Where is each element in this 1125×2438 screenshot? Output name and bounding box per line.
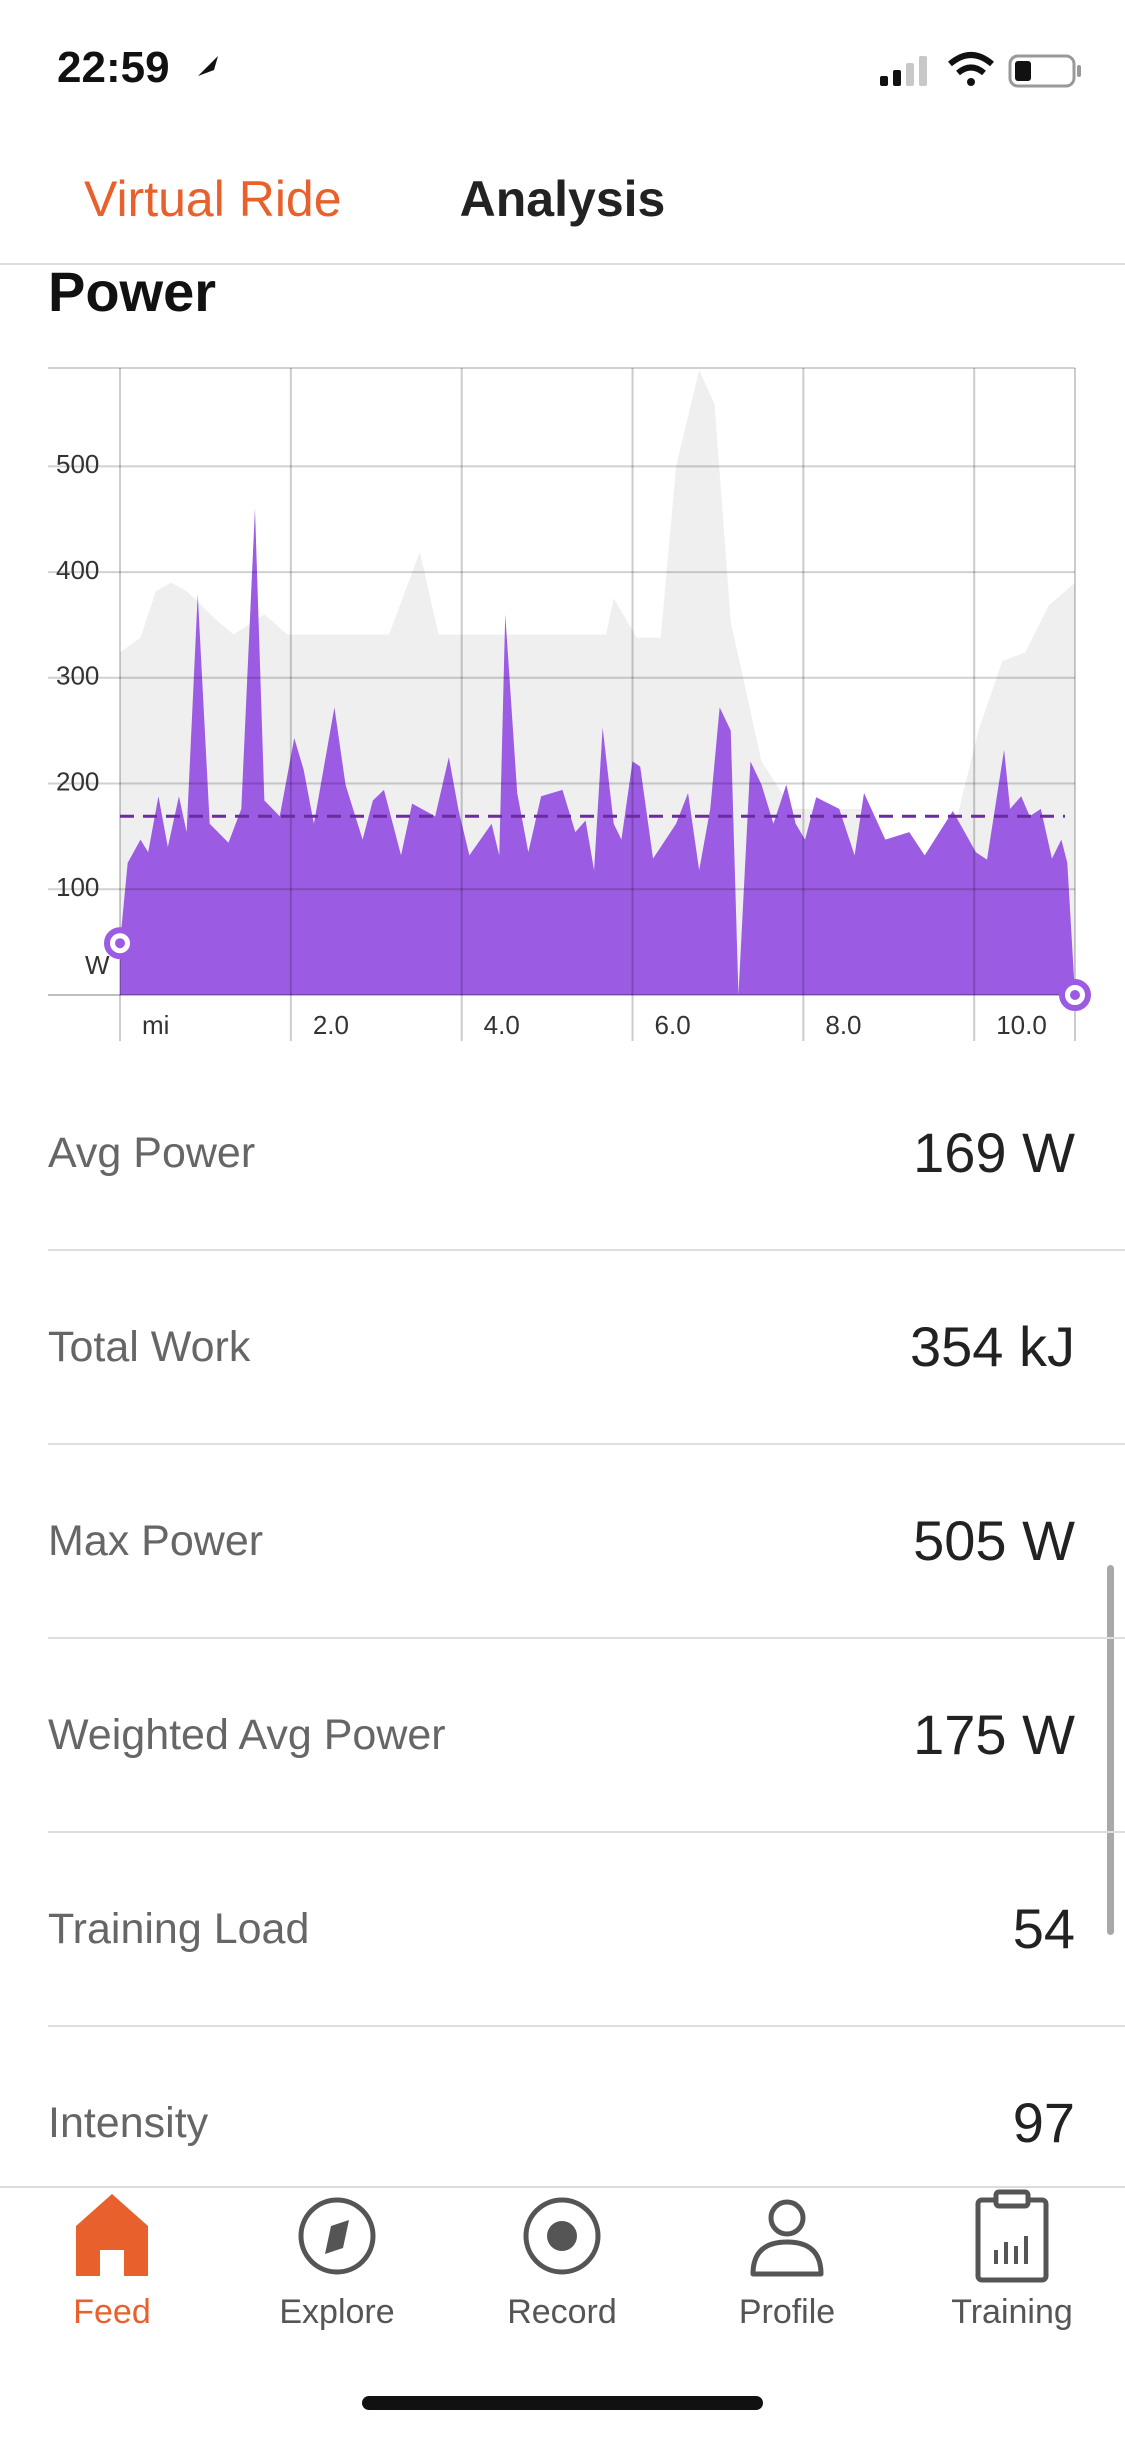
signal-bar (893, 70, 901, 86)
stat-value: 54 (1012, 1897, 1075, 1960)
divider (48, 1443, 1125, 1445)
x-tick-label: 4.0 (484, 1010, 520, 1040)
x-tick-label: 2.0 (313, 1010, 349, 1040)
endpoint-dot (115, 938, 125, 949)
divider (0, 263, 1125, 265)
icon-shape (975, 2197, 1049, 2283)
tab-label[interactable]: Training (951, 2293, 1073, 2331)
x-tick-label: 10.0 (996, 1010, 1047, 1040)
stat-value: 505 W (913, 1509, 1075, 1572)
status-time: 22:59 (57, 43, 170, 92)
icon-shape (994, 2236, 1028, 2264)
stat-label: Total Work (48, 1323, 251, 1371)
x-tick-label: 6.0 (655, 1010, 691, 1040)
battery (1008, 54, 1076, 88)
stat-label: Weighted Avg Power (48, 1711, 446, 1759)
endpoint-dot (1070, 990, 1080, 1000)
divider (48, 2025, 1125, 2027)
power-chart: 100 200 300 400 500 Wmi 2.0 4.0 6.0 8.0 10.0 (48, 367, 1091, 1041)
y-tick-label: 500 (56, 449, 99, 479)
x-tick-label: 8.0 (825, 1010, 861, 1040)
tab-label[interactable]: Profile (738, 2293, 836, 2331)
tab-icon[interactable] (38, 2184, 186, 2288)
signal-bar (906, 63, 914, 86)
y-tick-label: 400 (56, 555, 99, 585)
battery-level (1015, 61, 1031, 81)
icon-shape (993, 2189, 1031, 2209)
icon-shape (768, 2199, 806, 2237)
location-arrow (198, 56, 218, 76)
tab-label[interactable]: Feed (73, 2293, 151, 2331)
y-unit-label: W (85, 950, 110, 980)
stat-value: 175 W (913, 1703, 1075, 1766)
icon-shape (750, 2239, 824, 2277)
stat-label: Avg Power (48, 1129, 256, 1177)
tab-icon[interactable] (938, 2184, 1086, 2288)
back-button[interactable]: Virtual Ride (84, 171, 342, 227)
status-icons (186, 52, 1081, 88)
battery-cap (1077, 65, 1081, 77)
section-title: Power (48, 260, 217, 323)
power-area (120, 508, 1075, 995)
tab-icon[interactable] (263, 2184, 411, 2288)
home-indicator (362, 2396, 763, 2410)
icon-shape (325, 2220, 349, 2254)
signal-bar (919, 56, 927, 86)
wifi (967, 78, 975, 86)
x-tick-label: mi (142, 1010, 169, 1040)
icon-shape (76, 2194, 148, 2276)
wifi (956, 64, 986, 76)
icon-shape (523, 2197, 601, 2275)
tab-icon[interactable] (488, 2184, 636, 2288)
y-tick-label: 100 (56, 872, 99, 902)
icon-shape (547, 2221, 577, 2251)
divider (48, 1249, 1125, 1251)
y-tick-label: 300 (56, 661, 99, 691)
y-tick-label: 200 (56, 766, 99, 796)
stat-label: Training Load (48, 1905, 310, 1953)
nav-title: Analysis (459, 171, 666, 227)
divider (48, 1637, 1125, 1639)
stat-label: Intensity (48, 2099, 209, 2147)
wifi (948, 52, 994, 67)
stat-value: 354 kJ (910, 1315, 1075, 1378)
tab-label[interactable]: Explore (279, 2293, 395, 2331)
tab-label[interactable]: Record (507, 2293, 617, 2331)
scrollbar (1107, 1565, 1114, 1935)
stat-label: Max Power (48, 1517, 264, 1565)
divider (48, 1831, 1125, 1833)
icon-shape (298, 2197, 376, 2275)
tab-icon[interactable] (713, 2184, 861, 2288)
stat-value: 97 (1012, 2091, 1075, 2154)
stat-value: 169 W (913, 1121, 1075, 1184)
signal-bar (880, 76, 888, 86)
